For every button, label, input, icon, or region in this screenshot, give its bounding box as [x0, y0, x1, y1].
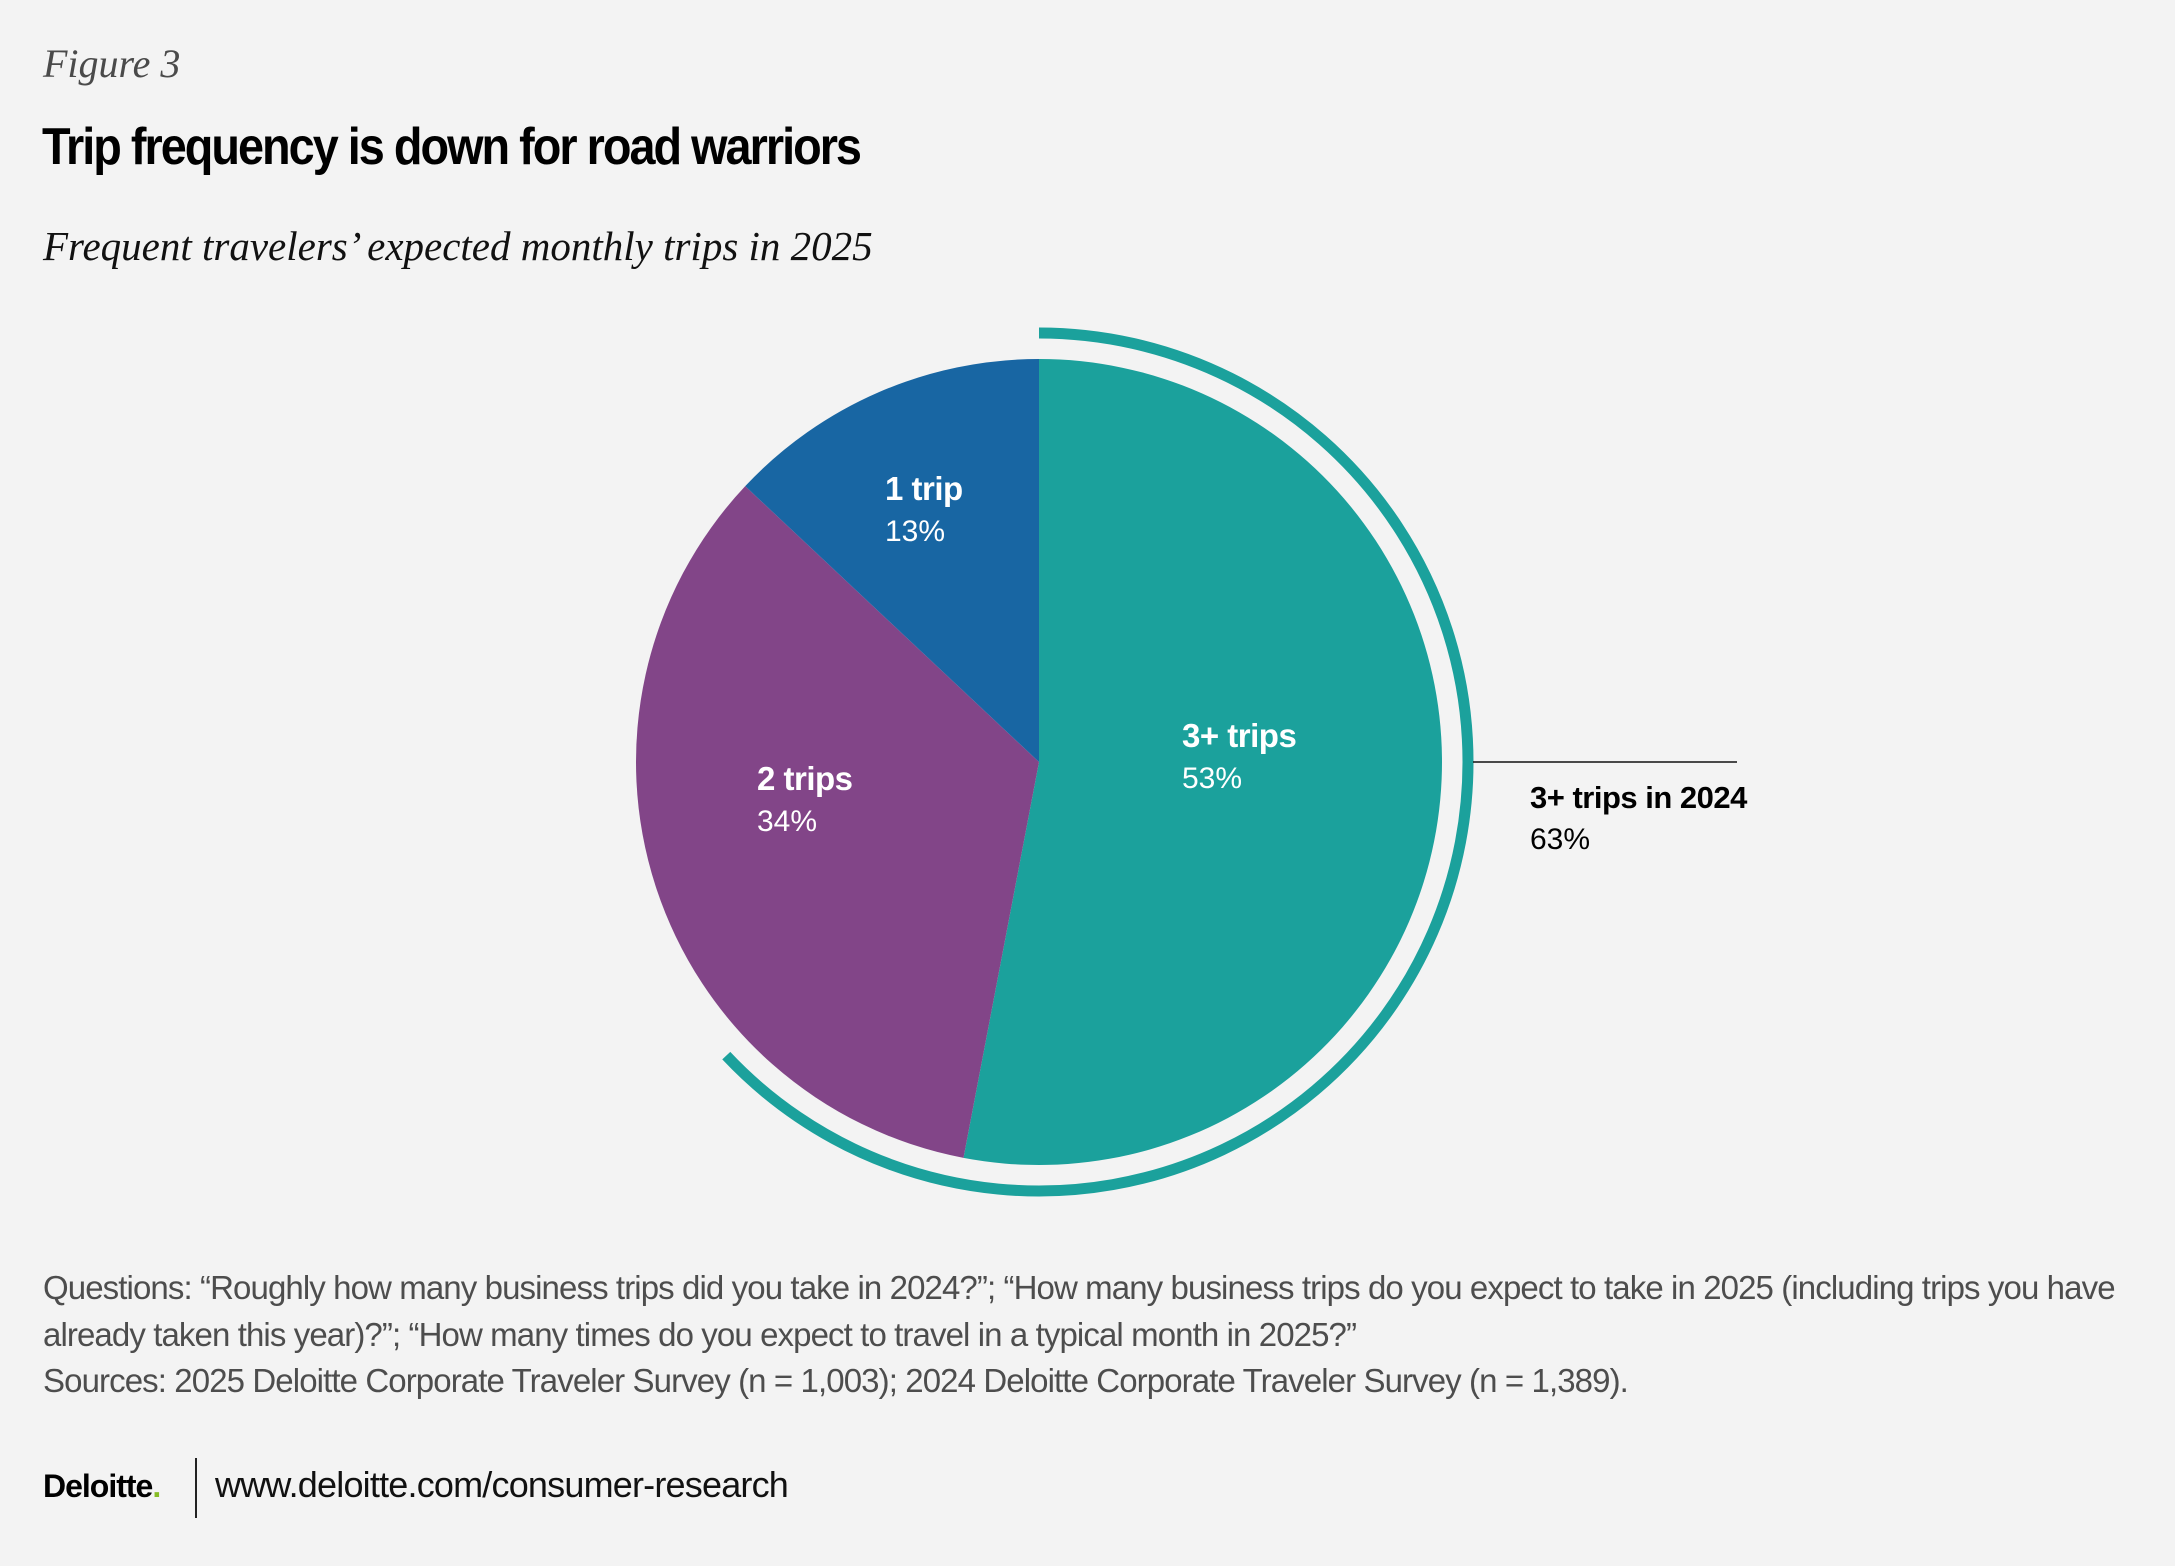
slice-value: 34% — [757, 805, 817, 838]
footer-url[interactable]: www.deloitte.com/consumer-research — [215, 1464, 789, 1505]
logo-dot: . — [152, 1468, 161, 1504]
annotation-arc-2024 — [722, 327, 1474, 1197]
footer-separator — [195, 1458, 197, 1518]
pie-slice-2-trips — [635, 486, 1039, 1158]
figure-label: Figure 3 — [43, 41, 181, 86]
pie-slice-1-trip — [745, 359, 1039, 762]
slice-value: 13% — [885, 515, 945, 548]
chart-subtitle: Frequent travelers’ expected monthly tri… — [43, 223, 873, 269]
slice-label: 2 trips — [757, 760, 853, 797]
annotation-label: 3+ trips in 2024 — [1530, 780, 1748, 815]
annotation-value: 63% — [1530, 823, 1590, 856]
slice-label: 3+ trips — [1182, 717, 1296, 754]
slice-value: 53% — [1182, 762, 1242, 795]
slice-label: 1 trip — [885, 470, 963, 507]
questions-note: Questions: “Roughly how many business tr… — [43, 1269, 2116, 1353]
pie-slices — [635, 359, 1442, 1165]
logo-text: Deloitte — [43, 1468, 153, 1504]
deloitte-logo: Deloitte. — [43, 1468, 161, 1505]
chart-title: Trip frequency is down for road warriors — [42, 118, 862, 176]
slice-labels: 3+ trips 53% 2 trips 34% 1 trip 13% — [757, 470, 1297, 838]
sources-note: Sources: 2025 Deloitte Corporate Travele… — [43, 1362, 1629, 1399]
pie-slice-3-trips — [963, 359, 1442, 1165]
